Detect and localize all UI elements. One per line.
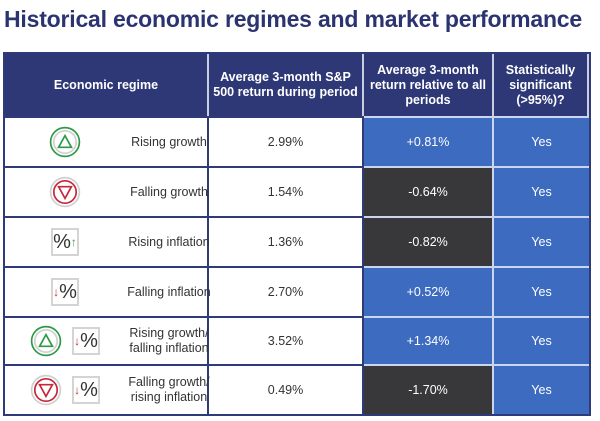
relative-return-cell: +1.34% <box>364 316 494 364</box>
growth-down-icon <box>49 176 81 208</box>
return-cell: 0.49% <box>209 364 364 414</box>
inflation-up-icon: % ↑ <box>51 228 79 256</box>
header-significant: Statistically significant (>95%)? <box>494 54 589 116</box>
regime-cell: ↓% Falling inflation <box>5 266 211 316</box>
regime-label: Falling inflation <box>127 284 211 299</box>
return-cell: 3.52% <box>209 316 364 364</box>
inflation-down-icon: ↓% <box>72 376 100 404</box>
regime-cell: Rising growth <box>5 116 209 166</box>
regime-cell: Falling growth <box>5 166 209 216</box>
header-regime: Economic regime <box>5 54 209 116</box>
header-relative: Average 3-month return relative to all p… <box>364 54 494 116</box>
page-title: Historical economic regimes and market p… <box>4 6 582 32</box>
regimes-table: Economic regime Average 3-month S&P 500 … <box>3 52 591 416</box>
significance-cell: Yes <box>494 216 589 266</box>
relative-return-cell: +0.52% <box>364 266 494 316</box>
relative-return-cell: -0.64% <box>364 166 494 216</box>
return-cell: 2.70% <box>209 266 364 316</box>
relative-return-cell: -0.82% <box>364 216 494 266</box>
relative-return-cell: +0.81% <box>364 116 494 166</box>
header-return: Average 3-month S&P 500 return during pe… <box>209 54 364 116</box>
growth-up-icon <box>30 325 62 357</box>
inflation-down-icon: ↓% <box>72 327 100 355</box>
growth-up-icon <box>49 126 81 158</box>
regime-label: Falling growth/ rising inflation <box>128 375 210 404</box>
regime-cell: % ↑ Rising inflation <box>5 216 210 266</box>
significance-cell: Yes <box>494 116 589 166</box>
return-cell: 1.36% <box>209 216 364 266</box>
regime-label: Rising growth <box>131 134 207 149</box>
inflation-down-icon: ↓% <box>51 278 79 306</box>
regime-label: Rising inflation <box>128 234 210 249</box>
regime-cell: ↓% Falling growth/ rising inflation <box>5 364 210 414</box>
significance-cell: Yes <box>494 316 589 364</box>
significance-cell: Yes <box>494 266 589 316</box>
relative-return-cell: -1.70% <box>364 364 494 414</box>
regime-label: Rising growth/ falling inflation <box>129 326 209 355</box>
return-cell: 1.54% <box>209 166 364 216</box>
regime-label: Falling growth <box>130 184 208 199</box>
significance-cell: Yes <box>494 166 589 216</box>
significance-cell: Yes <box>494 364 589 414</box>
regime-cell: ↓% Rising growth/ falling inflation <box>5 316 209 364</box>
growth-down-icon <box>30 374 62 406</box>
return-cell: 2.99% <box>209 116 364 166</box>
